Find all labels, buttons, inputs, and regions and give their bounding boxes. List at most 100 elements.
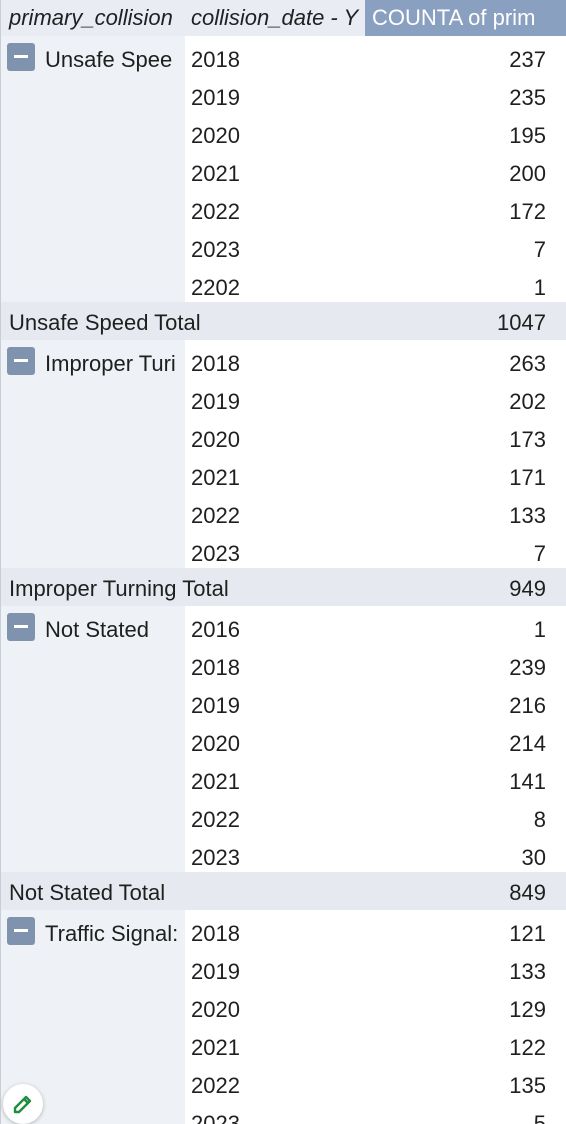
- count-cell[interactable]: 235: [365, 74, 546, 112]
- empty-cell[interactable]: [546, 986, 566, 1024]
- empty-cell[interactable]: [546, 1024, 566, 1062]
- row-group-cell[interactable]: [0, 986, 185, 1024]
- empty-cell[interactable]: [546, 226, 566, 264]
- count-cell[interactable]: 1: [365, 606, 546, 644]
- empty-cell[interactable]: [546, 150, 566, 188]
- year-cell[interactable]: 2020: [185, 986, 365, 1024]
- count-cell[interactable]: 129: [365, 986, 546, 1024]
- year-cell[interactable]: 2023: [185, 530, 365, 568]
- year-cell[interactable]: 2018: [185, 644, 365, 682]
- year-cell[interactable]: 2021: [185, 150, 365, 188]
- empty-cell[interactable]: [546, 910, 566, 948]
- year-cell[interactable]: 2019: [185, 378, 365, 416]
- year-cell[interactable]: 2023: [185, 226, 365, 264]
- year-cell[interactable]: 2020: [185, 416, 365, 454]
- empty-cell[interactable]: [546, 606, 566, 644]
- year-cell[interactable]: 2019: [185, 682, 365, 720]
- row-group-cell[interactable]: [0, 948, 185, 986]
- count-cell[interactable]: 216: [365, 682, 546, 720]
- count-cell[interactable]: 122: [365, 1024, 546, 1062]
- total-label[interactable]: Unsafe Speed Total: [0, 302, 365, 340]
- count-cell[interactable]: 121: [365, 910, 546, 948]
- count-cell[interactable]: 239: [365, 644, 546, 682]
- empty-cell[interactable]: [546, 758, 566, 796]
- year-cell[interactable]: 2021: [185, 758, 365, 796]
- row-group-cell[interactable]: [0, 682, 185, 720]
- year-cell[interactable]: 2023: [185, 834, 365, 872]
- empty-cell[interactable]: [546, 644, 566, 682]
- empty-cell[interactable]: [546, 264, 566, 302]
- empty-cell[interactable]: [546, 720, 566, 758]
- empty-cell[interactable]: [546, 834, 566, 872]
- total-label[interactable]: Improper Turning Total: [0, 568, 365, 606]
- empty-cell[interactable]: [546, 682, 566, 720]
- row-group-cell[interactable]: [0, 492, 185, 530]
- year-cell[interactable]: 2016: [185, 606, 365, 644]
- count-cell[interactable]: 5: [365, 1100, 546, 1124]
- empty-cell[interactable]: [546, 872, 566, 910]
- empty-cell[interactable]: [546, 302, 566, 340]
- collapse-minus-icon[interactable]: [7, 613, 35, 641]
- row-group-cell[interactable]: [0, 416, 185, 454]
- collapse-minus-icon[interactable]: [7, 917, 35, 945]
- empty-cell[interactable]: [546, 796, 566, 834]
- empty-cell[interactable]: [546, 188, 566, 226]
- empty-cell[interactable]: [546, 36, 566, 74]
- row-group-cell[interactable]: [0, 454, 185, 492]
- empty-cell[interactable]: [546, 530, 566, 568]
- empty-cell[interactable]: [546, 1100, 566, 1124]
- year-cell[interactable]: 2022: [185, 1062, 365, 1100]
- year-cell[interactable]: 2023: [185, 1100, 365, 1124]
- count-cell[interactable]: 214: [365, 720, 546, 758]
- collapse-minus-icon[interactable]: [7, 347, 35, 375]
- count-cell[interactable]: 200: [365, 150, 546, 188]
- empty-cell[interactable]: [546, 74, 566, 112]
- header-primary-collision[interactable]: primary_collision: [0, 0, 185, 36]
- row-group-cell[interactable]: [0, 530, 185, 568]
- count-cell[interactable]: 135: [365, 1062, 546, 1100]
- count-cell[interactable]: 133: [365, 492, 546, 530]
- year-cell[interactable]: 2018: [185, 340, 365, 378]
- row-group-cell[interactable]: Improper Turi: [0, 340, 185, 378]
- count-cell[interactable]: 202: [365, 378, 546, 416]
- empty-cell[interactable]: [546, 948, 566, 986]
- empty-cell[interactable]: [546, 416, 566, 454]
- row-group-cell[interactable]: [0, 1024, 185, 1062]
- row-group-cell[interactable]: [0, 188, 185, 226]
- year-cell[interactable]: 2019: [185, 948, 365, 986]
- empty-cell[interactable]: [546, 454, 566, 492]
- count-cell[interactable]: 195: [365, 112, 546, 150]
- row-group-cell[interactable]: [0, 758, 185, 796]
- count-cell[interactable]: 8: [365, 796, 546, 834]
- row-group-cell[interactable]: Not Stated: [0, 606, 185, 644]
- total-value[interactable]: 949: [365, 568, 546, 606]
- year-cell[interactable]: 2018: [185, 36, 365, 74]
- row-group-cell[interactable]: [0, 834, 185, 872]
- row-group-cell[interactable]: [0, 720, 185, 758]
- collapse-minus-icon[interactable]: [7, 43, 35, 71]
- empty-cell[interactable]: [546, 340, 566, 378]
- empty-cell[interactable]: [546, 1062, 566, 1100]
- edit-fab-button[interactable]: [3, 1084, 43, 1124]
- count-cell[interactable]: 133: [365, 948, 546, 986]
- year-cell[interactable]: 2018: [185, 910, 365, 948]
- row-group-cell[interactable]: [0, 74, 185, 112]
- row-group-cell[interactable]: Unsafe Spee: [0, 36, 185, 74]
- count-cell[interactable]: 7: [365, 530, 546, 568]
- row-group-cell[interactable]: [0, 264, 185, 302]
- header-collision-date-year[interactable]: collision_date - Y: [185, 0, 365, 36]
- empty-cell[interactable]: [546, 378, 566, 416]
- year-cell[interactable]: 2021: [185, 454, 365, 492]
- count-cell[interactable]: 237: [365, 36, 546, 74]
- year-cell[interactable]: 2021: [185, 1024, 365, 1062]
- row-group-cell[interactable]: Traffic Signal:: [0, 910, 185, 948]
- count-cell[interactable]: 263: [365, 340, 546, 378]
- row-group-cell[interactable]: [0, 150, 185, 188]
- year-cell[interactable]: 2202: [185, 264, 365, 302]
- header-counta[interactable]: COUNTA of prim: [365, 0, 566, 36]
- year-cell[interactable]: 2022: [185, 796, 365, 834]
- year-cell[interactable]: 2019: [185, 74, 365, 112]
- count-cell[interactable]: 1: [365, 264, 546, 302]
- row-group-cell[interactable]: [0, 796, 185, 834]
- count-cell[interactable]: 173: [365, 416, 546, 454]
